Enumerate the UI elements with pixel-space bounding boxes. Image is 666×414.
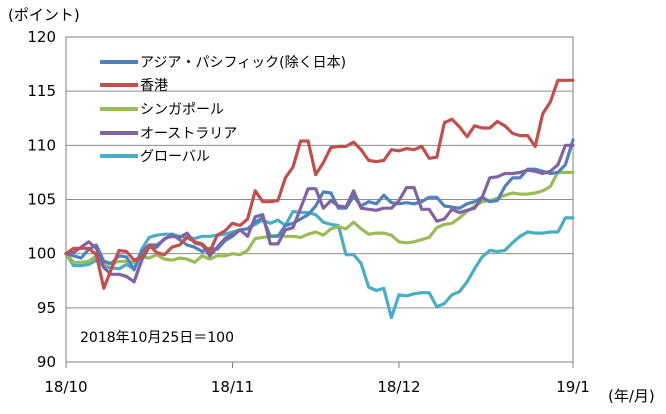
x-tick-label: 18/10 (44, 378, 87, 396)
axis-ticks: 120 115 110 105 100 95 90 18/10 18/11 18/12 19/1 (27, 28, 589, 396)
legend-label-global: グローバル (140, 149, 210, 165)
y-axis-label: (ポイント) (8, 6, 80, 24)
legend-label-singapore: シンガポール (140, 102, 224, 118)
y-tick-label: 95 (37, 299, 56, 317)
legend: アジア・パシフィック(除く日本) 香港 シンガポール オーストラリア グローバル (100, 55, 346, 165)
y-tick-label: 90 (37, 353, 56, 371)
legend-label-hong-kong: 香港 (140, 78, 168, 94)
series-line-1 (64, 78, 575, 290)
y-tick-label: 105 (27, 191, 56, 209)
plot-area-border (65, 36, 574, 363)
x-tick-label: 18/12 (377, 378, 420, 396)
legend-label-asia-pacific: アジア・パシフィック(除く日本) (140, 55, 346, 71)
x-tick-label: 19/1 (556, 378, 590, 396)
series-line-4 (64, 209, 575, 320)
legend-label-australia: オーストラリア (140, 126, 237, 142)
x-axis-unit-label: (年/月) (608, 387, 655, 405)
x-tick-label: 18/11 (211, 378, 254, 396)
y-tick-label: 110 (27, 136, 56, 154)
y-tick-label: 100 (27, 245, 56, 263)
base-date-annotation: 2018年10月25日＝100 (80, 330, 234, 346)
series-lines (64, 78, 575, 320)
y-tick-label: 120 (27, 28, 56, 46)
y-tick-label: 115 (27, 82, 56, 100)
